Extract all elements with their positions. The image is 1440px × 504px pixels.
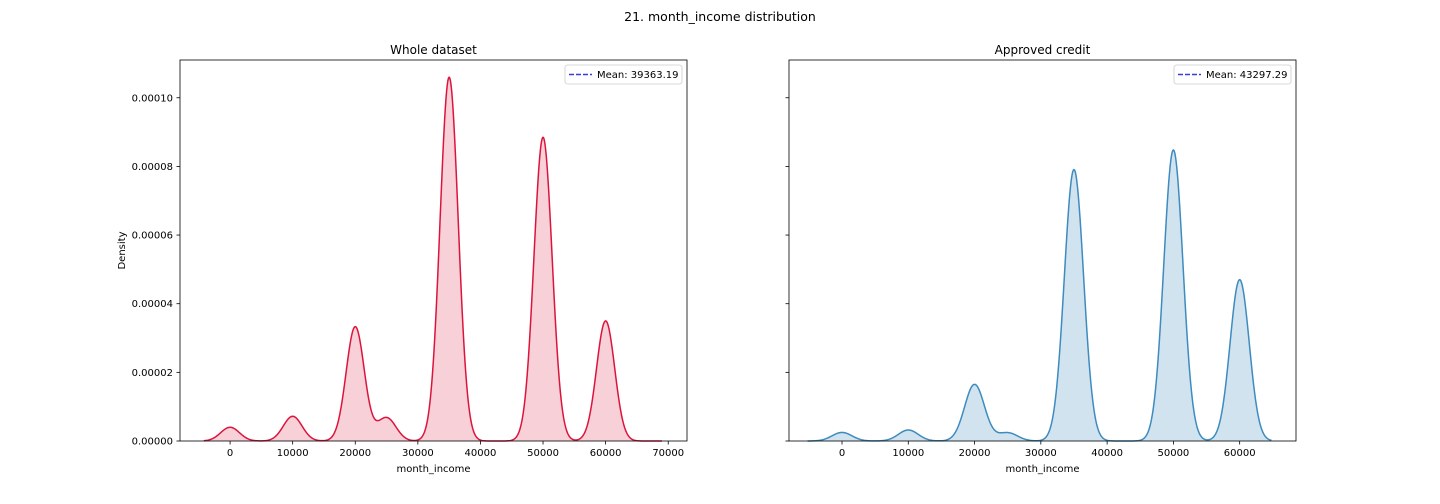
y-tick-label: 0.00004 — [132, 299, 173, 310]
y-tick-label: 0.00000 — [132, 437, 173, 448]
x-axis-label: month_income — [396, 464, 470, 475]
x-tick-label: 20000 — [959, 448, 991, 459]
x-tick-label: 50000 — [1157, 448, 1189, 459]
y-tick-label: 0.00008 — [132, 162, 173, 173]
x-tick-label: 30000 — [1025, 448, 1057, 459]
subplot-whole-dataset: 0 10000 20000 30000 40000 50000 60000 70000 0.00… — [117, 43, 688, 475]
legend: Mean: 39363.19 — [564, 64, 683, 85]
x-tick-label: 30000 — [402, 448, 434, 459]
legend: Mean: 43297.29 — [1173, 64, 1292, 85]
legend-box — [564, 64, 683, 85]
x-tick-label: 20000 — [339, 448, 371, 459]
x-tick-label: 10000 — [892, 448, 924, 459]
y-axis-label: Density — [117, 231, 128, 269]
x-tick-label: 60000 — [590, 448, 622, 459]
x-tick-label: 60000 — [1224, 448, 1256, 459]
axes-frame — [179, 59, 688, 442]
density-fill — [807, 149, 1272, 441]
x-tick-label: 40000 — [1091, 448, 1123, 459]
figure-suptitle: 21. month_income distribution — [624, 9, 816, 24]
axes-frame — [788, 59, 1297, 442]
x-tick-label: 50000 — [527, 448, 559, 459]
y-tick-label: 0.00002 — [132, 368, 173, 379]
y-tick-label: 0.00006 — [132, 231, 173, 242]
density-line — [203, 76, 663, 442]
x-tick-label: 40000 — [465, 448, 497, 459]
legend-box — [1173, 64, 1292, 85]
x-tick-label: 0 — [839, 448, 845, 459]
y-tick-label: 0.00010 — [132, 93, 173, 104]
density-line — [807, 149, 1272, 442]
x-tick-label: 10000 — [277, 448, 309, 459]
x-tick-label: 70000 — [652, 448, 684, 459]
x-axis-label: month_income — [1005, 464, 1079, 475]
x-tick-label: 0 — [227, 448, 233, 459]
subplot-title: Whole dataset — [390, 43, 477, 57]
subplot-title: Approved credit — [995, 43, 1091, 57]
density-fill — [203, 77, 662, 442]
subplot-approved-credit: 0 10000 20000 30000 40000 50000 60000 Approved … — [785, 43, 1297, 475]
legend-label: Mean: 43297.29 — [1206, 70, 1288, 81]
legend-label: Mean: 39363.19 — [597, 70, 679, 81]
